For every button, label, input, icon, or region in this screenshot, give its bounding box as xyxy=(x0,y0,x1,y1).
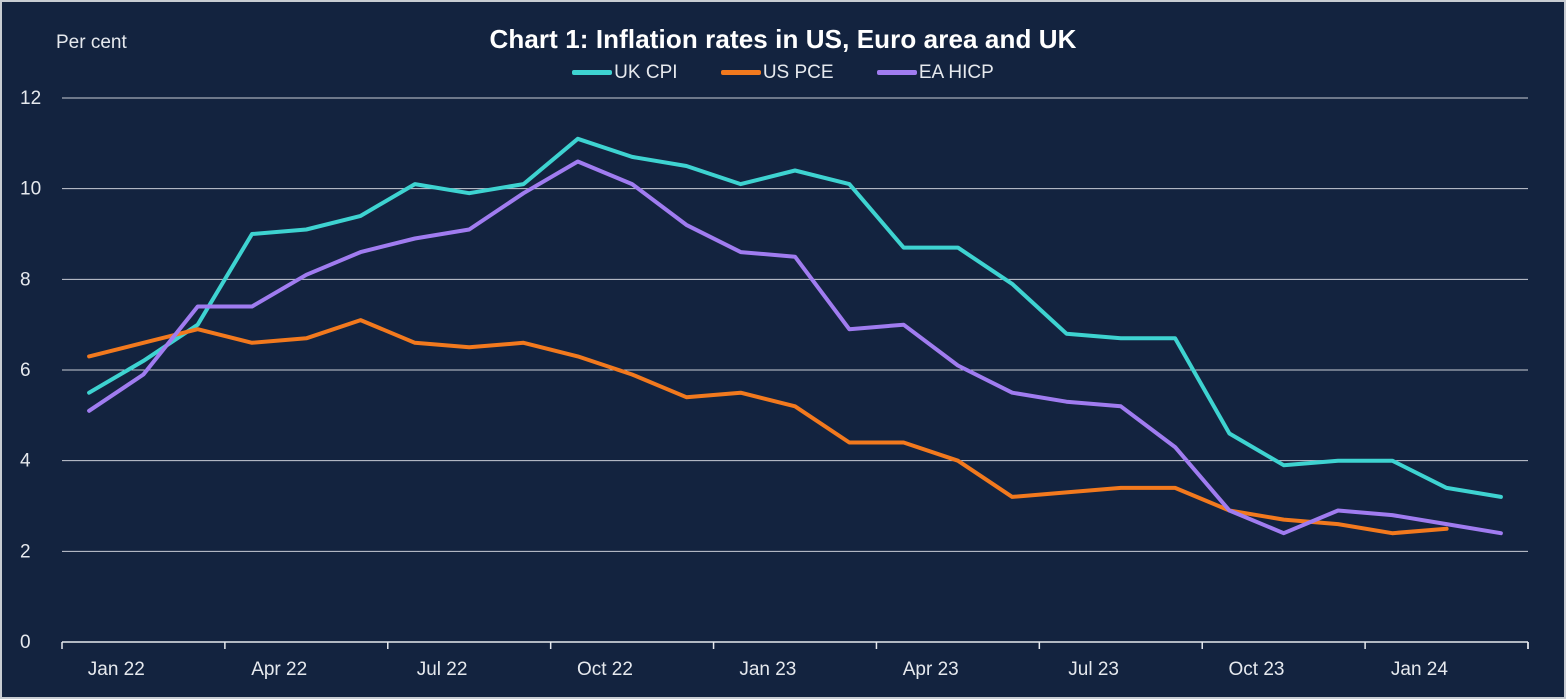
x-tick-label: Oct 23 xyxy=(1229,659,1285,680)
legend-item-us-pce: US PCE xyxy=(720,61,834,84)
x-tick-label: Apr 22 xyxy=(251,659,307,680)
x-tick-label: Jul 22 xyxy=(417,659,468,680)
legend-item-uk-cpi: UK CPI xyxy=(572,61,678,84)
y-tick-label-0: 0 xyxy=(20,632,31,653)
y-tick-label-6: 6 xyxy=(20,360,31,381)
y-tick-label-8: 8 xyxy=(20,269,31,290)
x-tick-label: Jan 24 xyxy=(1391,659,1448,680)
series-line-us-pce xyxy=(87,318,1449,536)
y-tick-label-2: 2 xyxy=(20,541,31,562)
legend-item-ea-hicp: EA HICP xyxy=(876,61,994,84)
series-line-uk-cpi xyxy=(87,136,1503,499)
x-tick-label: Jul 23 xyxy=(1068,659,1119,680)
x-tick-label: Jan 22 xyxy=(88,659,145,680)
legend-label-us-pce: US PCE xyxy=(762,61,834,83)
legend-swatch-uk-cpi xyxy=(572,70,613,75)
y-unit-label: Per cent xyxy=(56,32,127,53)
x-tick-label: Jan 23 xyxy=(739,659,796,680)
x-tick-label: Apr 23 xyxy=(903,659,959,680)
y-tick-label-10: 10 xyxy=(20,179,41,200)
chart-title: Chart 1: Inflation rates in US, Euro are… xyxy=(489,24,1077,54)
y-tick-label-4: 4 xyxy=(20,451,31,472)
legend: UK CPI US PCE EA HICP xyxy=(2,59,1564,84)
legend-label-ea-hicp: EA HICP xyxy=(918,61,994,83)
legend-label-uk-cpi: UK CPI xyxy=(614,61,678,83)
x-tick-label: Oct 22 xyxy=(577,659,633,680)
legend-swatch-us-pce xyxy=(720,70,761,75)
series-line-ea-hicp xyxy=(87,159,1503,536)
y-tick-label-12: 12 xyxy=(20,88,41,109)
legend-swatch-ea-hicp xyxy=(876,70,917,75)
